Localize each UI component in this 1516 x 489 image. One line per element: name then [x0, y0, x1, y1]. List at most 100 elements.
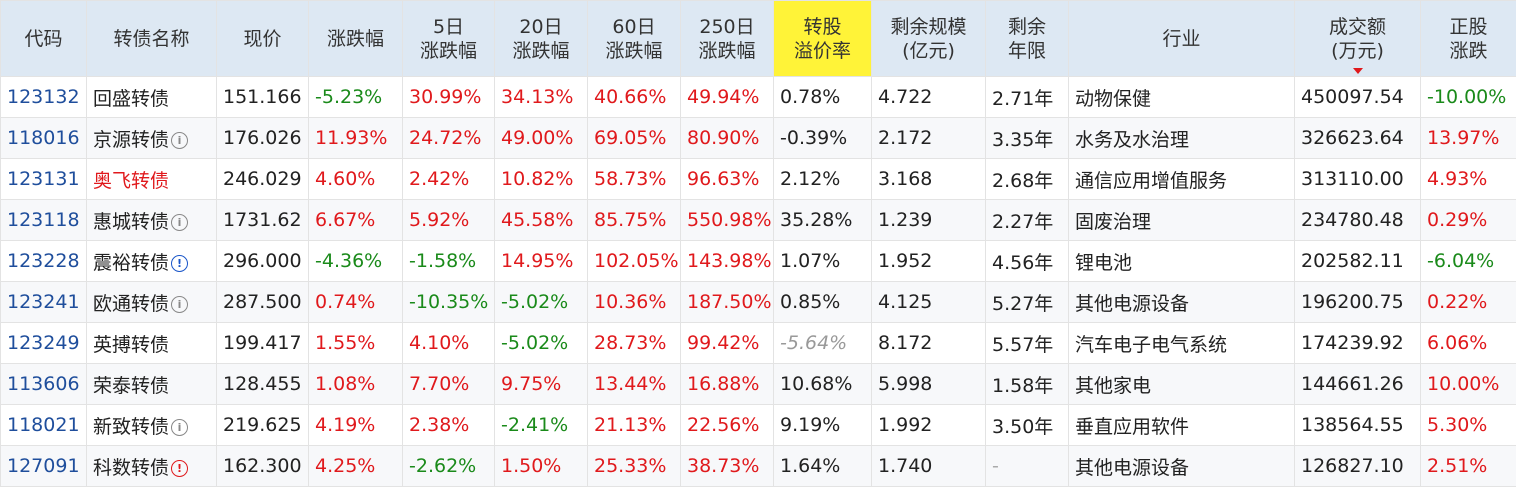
remaining-years: 3.50年: [985, 404, 1069, 446]
table-row[interactable]: 123228 震裕转债! 296.000 -4.36% -1.58% 14.95% 102.…: [0, 240, 1516, 282]
change-20d: 49.00%: [494, 117, 588, 159]
info-icon[interactable]: i: [171, 213, 189, 231]
conversion-premium: 1.07%: [773, 240, 872, 282]
turnover: 234780.48: [1294, 199, 1421, 241]
bond-code[interactable]: 113606: [0, 363, 87, 405]
header-label-line1: 成交额: [1328, 15, 1386, 38]
header-label-line1: 20日: [519, 15, 563, 38]
header-stock-chg[interactable]: 正股 涨跌: [1420, 0, 1516, 77]
info-icon[interactable]: !: [171, 254, 189, 272]
table-row[interactable]: 123249 英搏转债 199.417 1.55% 4.10% -5.02% 28.73% 9…: [0, 322, 1516, 364]
sort-desc-icon[interactable]: [1352, 68, 1363, 74]
price: 162.300: [216, 445, 309, 487]
header-premium[interactable]: 转股 溢价率: [773, 0, 872, 77]
bond-name[interactable]: 奥飞转债: [86, 158, 217, 200]
conversion-premium: 2.12%: [773, 158, 872, 200]
info-icon[interactable]: i: [171, 295, 189, 313]
header-label-line1: 现价: [243, 27, 282, 50]
industry: 其他电源设备: [1068, 281, 1295, 323]
bond-name-text: 英搏转债: [93, 333, 170, 356]
table-row[interactable]: 123131 奥飞转债 246.029 4.60% 2.42% 10.82% 58.73% 9…: [0, 158, 1516, 200]
info-icon[interactable]: i: [171, 418, 189, 436]
bond-name[interactable]: 京源转债 i: [86, 117, 217, 159]
table-row[interactable]: 118016 京源转债 i 176.026 11.93% 24.72% 49.00% 69.0…: [0, 117, 1516, 159]
change-60d: 28.73%: [587, 322, 681, 364]
change-20d: 14.95%: [494, 240, 588, 282]
change-60d: 21.13%: [587, 404, 681, 446]
warning-icon[interactable]: !: [171, 459, 189, 477]
header-chg[interactable]: 涨跌幅: [308, 0, 403, 77]
price: 219.625: [216, 404, 309, 446]
table-row[interactable]: 123118 惠城转债 i 1731.62 6.67% 5.92% 45.58% 85.75%…: [0, 199, 1516, 241]
change-60d: 40.66%: [587, 76, 681, 118]
change-5d: 4.10%: [402, 322, 495, 364]
conversion-premium: 0.85%: [773, 281, 872, 323]
change-20d: -5.02%: [494, 322, 588, 364]
bond-name-text: 京源转债: [93, 128, 170, 151]
header-label-line1: 涨跌幅: [326, 27, 384, 50]
header-label-line2: 涨跌: [1449, 39, 1488, 62]
turnover: 202582.11: [1294, 240, 1421, 282]
bond-name[interactable]: 回盛转债: [86, 76, 217, 118]
header-label-line1: 行业: [1162, 27, 1201, 50]
header-label-line2: 涨跌幅: [698, 39, 756, 62]
header-turnover[interactable]: 成交额 (万元): [1294, 0, 1421, 77]
bond-name[interactable]: 震裕转债!: [86, 240, 217, 282]
bond-code[interactable]: 123228: [0, 240, 87, 282]
bond-code[interactable]: 123118: [0, 199, 87, 241]
change-20d: -2.41%: [494, 404, 588, 446]
bond-name[interactable]: 欧通转债 i: [86, 281, 217, 323]
bond-code[interactable]: 123132: [0, 76, 87, 118]
change-60d: 85.75%: [587, 199, 681, 241]
remaining-years: 2.68年: [985, 158, 1069, 200]
info-icon[interactable]: i: [171, 131, 189, 149]
bond-name[interactable]: 惠城转债 i: [86, 199, 217, 241]
bond-name[interactable]: 荣泰转债: [86, 363, 217, 405]
remaining-scale: 1.952: [871, 240, 986, 282]
bond-code[interactable]: 123241: [0, 281, 87, 323]
turnover: 196200.75: [1294, 281, 1421, 323]
bond-code[interactable]: 118016: [0, 117, 87, 159]
header-chg60[interactable]: 60日 涨跌幅: [587, 0, 681, 77]
header-label-line1: 正股: [1449, 15, 1488, 38]
header-name[interactable]: 转债名称: [86, 0, 217, 77]
table-row[interactable]: 123241 欧通转债 i 287.500 0.74% -10.35% -5.02% 10.3…: [0, 281, 1516, 323]
bond-code[interactable]: 123131: [0, 158, 87, 200]
header-label-line1: 5日: [432, 15, 465, 38]
header-years[interactable]: 剩余 年限: [985, 0, 1069, 77]
table-row[interactable]: 118021 新致转债 i 219.625 4.19% 2.38% -2.41% 21.13%…: [0, 404, 1516, 446]
conversion-premium: 35.28%: [773, 199, 872, 241]
bond-code[interactable]: 127091: [0, 445, 87, 487]
change-5d: -2.62%: [402, 445, 495, 487]
conversion-premium: 0.78%: [773, 76, 872, 118]
change-20d: 45.58%: [494, 199, 588, 241]
header-price[interactable]: 现价: [216, 0, 309, 77]
stock-change: -10.00%: [1420, 76, 1516, 118]
table-row[interactable]: 123132 回盛转债 151.166 -5.23% 30.99% 34.13% 40.66…: [0, 76, 1516, 118]
header-industry[interactable]: 行业: [1068, 0, 1295, 77]
bond-name[interactable]: 新致转债 i: [86, 404, 217, 446]
header-chg20[interactable]: 20日 涨跌幅: [494, 0, 588, 77]
header-code[interactable]: 代码: [0, 0, 87, 77]
industry: 锂电池: [1068, 240, 1295, 282]
remaining-scale: 1.239: [871, 199, 986, 241]
header-label-line2: 涨跌幅: [512, 39, 570, 62]
header-label-line1: 剩余: [1007, 15, 1046, 38]
bond-code[interactable]: 123249: [0, 322, 87, 364]
header-chg250[interactable]: 250日 涨跌幅: [680, 0, 774, 77]
stock-change: 10.00%: [1420, 363, 1516, 405]
bond-name[interactable]: 英搏转债: [86, 322, 217, 364]
stock-change: 0.29%: [1420, 199, 1516, 241]
header-scale[interactable]: 剩余规模 (亿元): [871, 0, 986, 77]
table-row[interactable]: 113606 荣泰转债 128.455 1.08% 7.70% 9.75% 13.44% 16…: [0, 363, 1516, 405]
header-label-line1: 60日: [612, 15, 656, 38]
header-chg5[interactable]: 5日 涨跌幅: [402, 0, 495, 77]
bond-code[interactable]: 118021: [0, 404, 87, 446]
bond-name[interactable]: 科数转债!: [86, 445, 217, 487]
change-60d: 10.36%: [587, 281, 681, 323]
stock-change: 2.51%: [1420, 445, 1516, 487]
table-row[interactable]: 127091 科数转债! 162.300 4.25% -2.62% 1.50% 25.33%…: [0, 445, 1516, 487]
industry: 其他家电: [1068, 363, 1295, 405]
stock-change: 0.22%: [1420, 281, 1516, 323]
change-5d: 24.72%: [402, 117, 495, 159]
